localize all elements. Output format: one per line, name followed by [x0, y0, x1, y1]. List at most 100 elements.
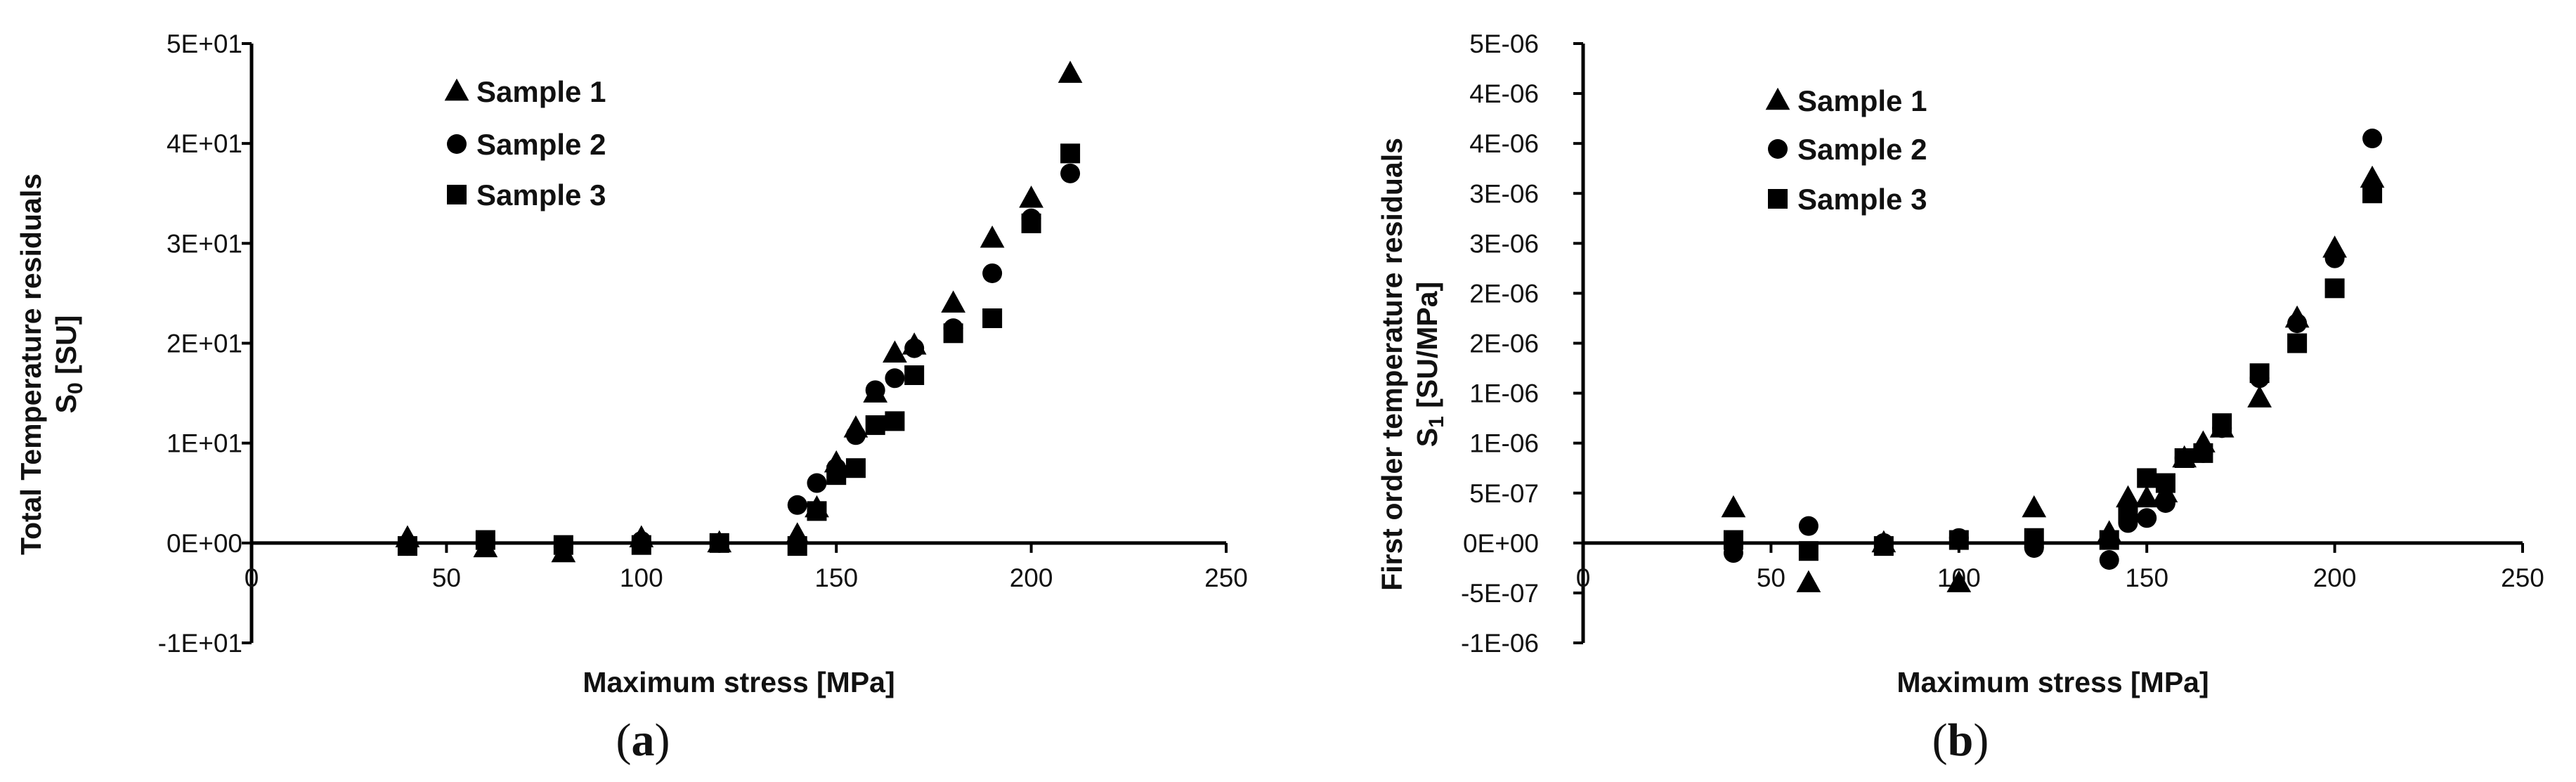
y-tick-label: 1E-06	[1469, 379, 1539, 408]
data-point	[1798, 516, 1819, 536]
legend-label: Sample 2	[476, 128, 606, 161]
legend-label: Sample 1	[1797, 84, 1927, 117]
x-tick-label: 0	[1576, 563, 1591, 592]
chart-a: -1E+01 0E+00 1E+01 2E+01 3E+01 4E+01 5E+01 0 50 1…	[15, 30, 1248, 766]
data-point	[807, 501, 827, 521]
x-tick-label: 250	[1204, 563, 1248, 592]
y-tick-label: 4E+01	[167, 129, 242, 158]
caption-letter: a	[632, 715, 655, 766]
legend-marker	[1768, 189, 1788, 209]
data-point	[2099, 530, 2119, 550]
y-tick-label: 0E+00	[167, 529, 242, 558]
data-point	[865, 380, 885, 400]
panel-caption: (b)	[1932, 715, 1989, 766]
legend-label: Sample 3	[476, 178, 606, 211]
y-axis-title-symbol: S	[1411, 428, 1443, 447]
caption-open: (	[1932, 715, 1948, 766]
data-point	[845, 458, 866, 478]
y-axis-title-unit: [SU]	[50, 315, 82, 383]
data-point	[2024, 528, 2044, 548]
data-point	[826, 465, 847, 486]
x-tick-label: 150	[814, 563, 858, 592]
data-point	[2362, 129, 2383, 149]
data-point	[2324, 278, 2345, 299]
series-sample-1	[1721, 165, 2385, 592]
y-tick-label: 4E-06	[1469, 79, 1539, 108]
data-point	[397, 536, 417, 556]
y-tick-label: 0E+00	[1463, 529, 1539, 558]
y-axis-title-symbol: S	[50, 394, 82, 413]
data-point	[2287, 313, 2308, 334]
series-sample-3	[1723, 183, 2383, 561]
data-point	[943, 323, 963, 344]
data-point	[845, 425, 866, 445]
legend-label: Sample 3	[1797, 183, 1927, 216]
data-point	[2099, 550, 2119, 571]
data-point	[1019, 185, 1043, 208]
caption-open: (	[616, 715, 632, 766]
series-sample-2	[397, 163, 1081, 557]
data-point	[1798, 541, 1819, 561]
panel-caption: (a)	[616, 715, 670, 766]
y-tick-label: 5E+01	[167, 30, 242, 58]
data-point	[2174, 448, 2194, 468]
x-axis-title: Maximum stress [MPa]	[1897, 666, 2209, 698]
data-point	[2022, 495, 2047, 518]
data-point	[1058, 60, 1083, 83]
y-tick-label: 2E+01	[167, 330, 242, 358]
legend-marker	[1765, 87, 1790, 110]
data-point	[2116, 485, 2140, 508]
data-point	[631, 535, 651, 555]
data-point	[865, 415, 885, 436]
data-point	[2193, 443, 2213, 463]
x-tick-label: 200	[1010, 563, 1053, 592]
y-tick-label: -1E-06	[1461, 629, 1539, 658]
data-point	[553, 535, 573, 555]
y-tick-label: 1E-06	[1469, 429, 1539, 458]
data-point	[2360, 165, 2385, 188]
y-axis-title: Total Temperature residualsS0 [SU]	[15, 174, 87, 555]
data-point	[980, 225, 1005, 248]
data-point	[1946, 570, 1972, 592]
x-tick-label: 200	[2313, 563, 2357, 592]
y-tick-label: 3E+01	[167, 229, 242, 258]
data-point	[883, 340, 907, 363]
data-point	[2134, 485, 2159, 508]
y-axis-title-unit: [SU/MPa]	[1411, 282, 1443, 416]
data-point	[807, 473, 827, 493]
data-point	[1021, 213, 1041, 233]
data-point	[475, 530, 495, 550]
data-point	[1796, 570, 1821, 592]
x-axis-title: Maximum stress [MPa]	[583, 666, 895, 698]
data-point	[885, 411, 905, 431]
data-point	[2247, 385, 2272, 408]
data-point	[2137, 508, 2157, 528]
data-point	[1723, 530, 1743, 550]
y-tick-label: 5E-06	[1469, 30, 1539, 58]
data-point	[1060, 143, 1081, 164]
data-point	[1721, 495, 1746, 518]
data-point	[982, 308, 1003, 328]
legend-marker	[444, 78, 469, 101]
y-tick-label: 2E-06	[1469, 330, 1539, 358]
data-point	[2362, 183, 2383, 204]
data-point	[787, 536, 807, 556]
series-sample-3	[397, 143, 1081, 556]
data-point	[2137, 468, 2157, 488]
data-point	[2212, 413, 2232, 434]
data-point	[2249, 363, 2270, 384]
data-point	[2287, 333, 2308, 353]
y-tick-label: 4E-06	[1469, 129, 1539, 158]
caption-close: )	[655, 715, 670, 766]
y-axis-title-line1: Total Temperature residuals	[15, 174, 47, 555]
y-axis-title-subscript: 0	[64, 382, 87, 394]
x-tick-label: 100	[620, 563, 663, 592]
y-axis-title: First order temperature residualsS1 [SU/…	[1376, 138, 1448, 591]
legend-label: Sample 1	[476, 75, 606, 108]
caption-close: )	[1973, 715, 1989, 766]
y-tick-label: -1E+01	[158, 629, 242, 658]
data-point	[1060, 163, 1081, 183]
y-tick-label: 3E-06	[1469, 179, 1539, 208]
legend-label: Sample 2	[1797, 133, 1927, 166]
